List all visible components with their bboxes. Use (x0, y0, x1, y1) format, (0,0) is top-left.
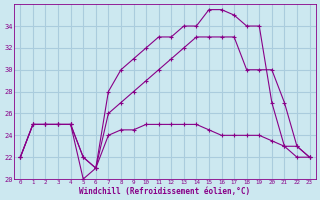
X-axis label: Windchill (Refroidissement éolien,°C): Windchill (Refroidissement éolien,°C) (79, 187, 251, 196)
